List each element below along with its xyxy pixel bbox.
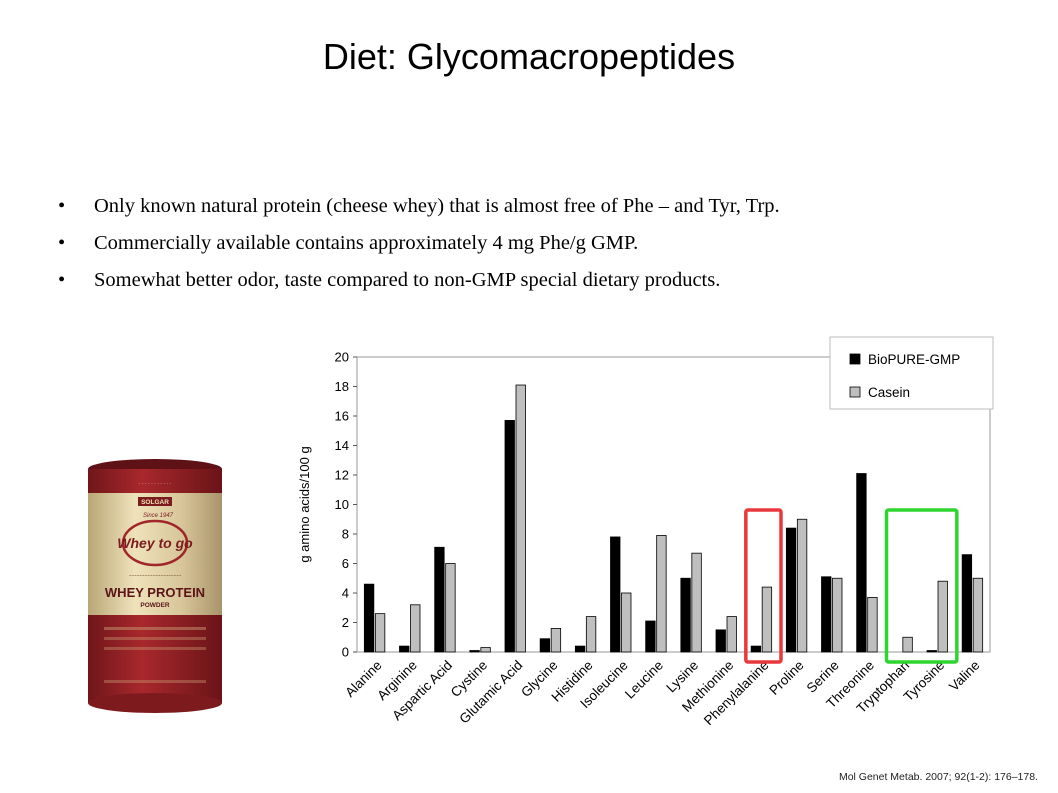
bullet-dot: • [58, 269, 66, 291]
bullet-dot: • [58, 232, 66, 254]
highlight-box [884, 508, 959, 664]
bullet-text: Only known natural protein (cheese whey)… [94, 195, 780, 217]
logo-text: Whey to go [117, 535, 193, 551]
bar-casein [691, 552, 702, 653]
bar-casein [374, 613, 386, 653]
lid-fine-print: · · · · · · · · · · · [139, 481, 172, 487]
band-stripe [104, 637, 206, 640]
bar-casein [550, 627, 562, 653]
legend-label: Casein [868, 385, 910, 400]
legend-swatch [849, 353, 861, 365]
y-tick-label: 12 [335, 468, 349, 483]
bar-biopure-gmp [680, 577, 691, 653]
bar-casein [937, 580, 948, 653]
bar-biopure-gmp [715, 629, 726, 653]
highlight-box [744, 508, 783, 664]
brand-text: SOLGAR [141, 499, 169, 506]
band-stripe [104, 680, 206, 683]
bar-casein [585, 616, 597, 653]
bar-biopure-gmp [504, 420, 515, 653]
bar-biopure-gmp [539, 638, 551, 653]
bar-casein [867, 597, 878, 653]
citation: Mol Genet Metab. 2007; 92(1-2): 176–178. [838, 771, 1038, 783]
bar-casein [480, 647, 491, 653]
bar-casein [832, 577, 843, 653]
bar-biopure-gmp [610, 536, 621, 653]
y-tick-label: 18 [335, 379, 349, 394]
x-tick-label: Leucine [622, 658, 666, 702]
y-tick-label: 8 [342, 527, 349, 542]
bar-casein [410, 604, 421, 653]
bar-casein [445, 563, 456, 653]
brand-plate [138, 497, 172, 506]
bullet-item: • Commercially available contains approxi… [58, 225, 1038, 262]
band-stripe [104, 647, 206, 650]
bar-casein [902, 636, 913, 653]
legend-label: BioPURE-GMP [868, 352, 960, 367]
bar-casein [972, 577, 984, 653]
bar-casein [796, 518, 808, 653]
bar-casein [656, 535, 667, 653]
y-tick-label: 6 [342, 556, 349, 571]
legend-box [829, 336, 994, 410]
band-stripe [104, 627, 206, 630]
y-tick-label: 14 [335, 438, 349, 453]
y-tick-label: 2 [342, 615, 349, 630]
since-text: Since 1947 [143, 513, 174, 519]
bar-biopure-gmp [785, 527, 797, 653]
bar-biopure-gmp [926, 650, 937, 653]
y-tick-label: 16 [335, 409, 349, 424]
bar-casein [726, 616, 737, 653]
y-tick-label: 4 [342, 586, 349, 601]
y-tick-label: 0 [342, 645, 349, 660]
canister-bottom [88, 693, 222, 713]
bar-biopure-gmp [961, 554, 973, 653]
bullet-item: • Only known natural protein (cheese whey… [58, 188, 1038, 225]
bullet-dot: • [58, 195, 66, 217]
x-tick-label: Glutamic Acid [456, 658, 525, 727]
y-axis-label: g amino acids/100 g [297, 446, 312, 562]
bar-biopure-gmp [434, 546, 445, 653]
canister-lid [88, 469, 222, 493]
product-form: POWDER [140, 602, 170, 609]
bar-biopure-gmp [750, 645, 762, 653]
bar-biopure-gmp [363, 583, 375, 653]
bar-biopure-gmp [399, 645, 410, 653]
whey-protein-canister-image: · · · · · · · · · · · SOLGAR Since 1947 … [88, 459, 222, 713]
product-name: WHEY PROTEIN [105, 585, 205, 600]
bar-biopure-gmp [645, 620, 656, 653]
bar-biopure-gmp [469, 650, 480, 653]
bullet-text: Somewhat better odor, taste compared to … [94, 269, 721, 291]
slide-title: Diet: Glycomacropeptides [322, 36, 736, 77]
bar-biopure-gmp [574, 645, 586, 653]
logo-swoosh [121, 519, 189, 567]
bullet-text: Commercially available contains approxim… [94, 232, 639, 254]
bar-biopure-gmp [821, 576, 832, 653]
bar-casein [621, 592, 632, 653]
y-tick-label: 20 [335, 350, 349, 365]
bar-casein [761, 586, 773, 653]
bar-casein [515, 384, 526, 653]
legend-swatch [849, 386, 861, 398]
y-tick-label: 10 [335, 497, 349, 512]
bar-biopure-gmp [856, 473, 867, 653]
canister-fine-print: ~~~~~~~~~~~~~~~~~~~~ [129, 573, 182, 578]
bullet-item: • Somewhat better odor, taste compared to… [58, 262, 1038, 299]
bullet-list: • Only known natural protein (cheese whey… [58, 188, 1038, 299]
